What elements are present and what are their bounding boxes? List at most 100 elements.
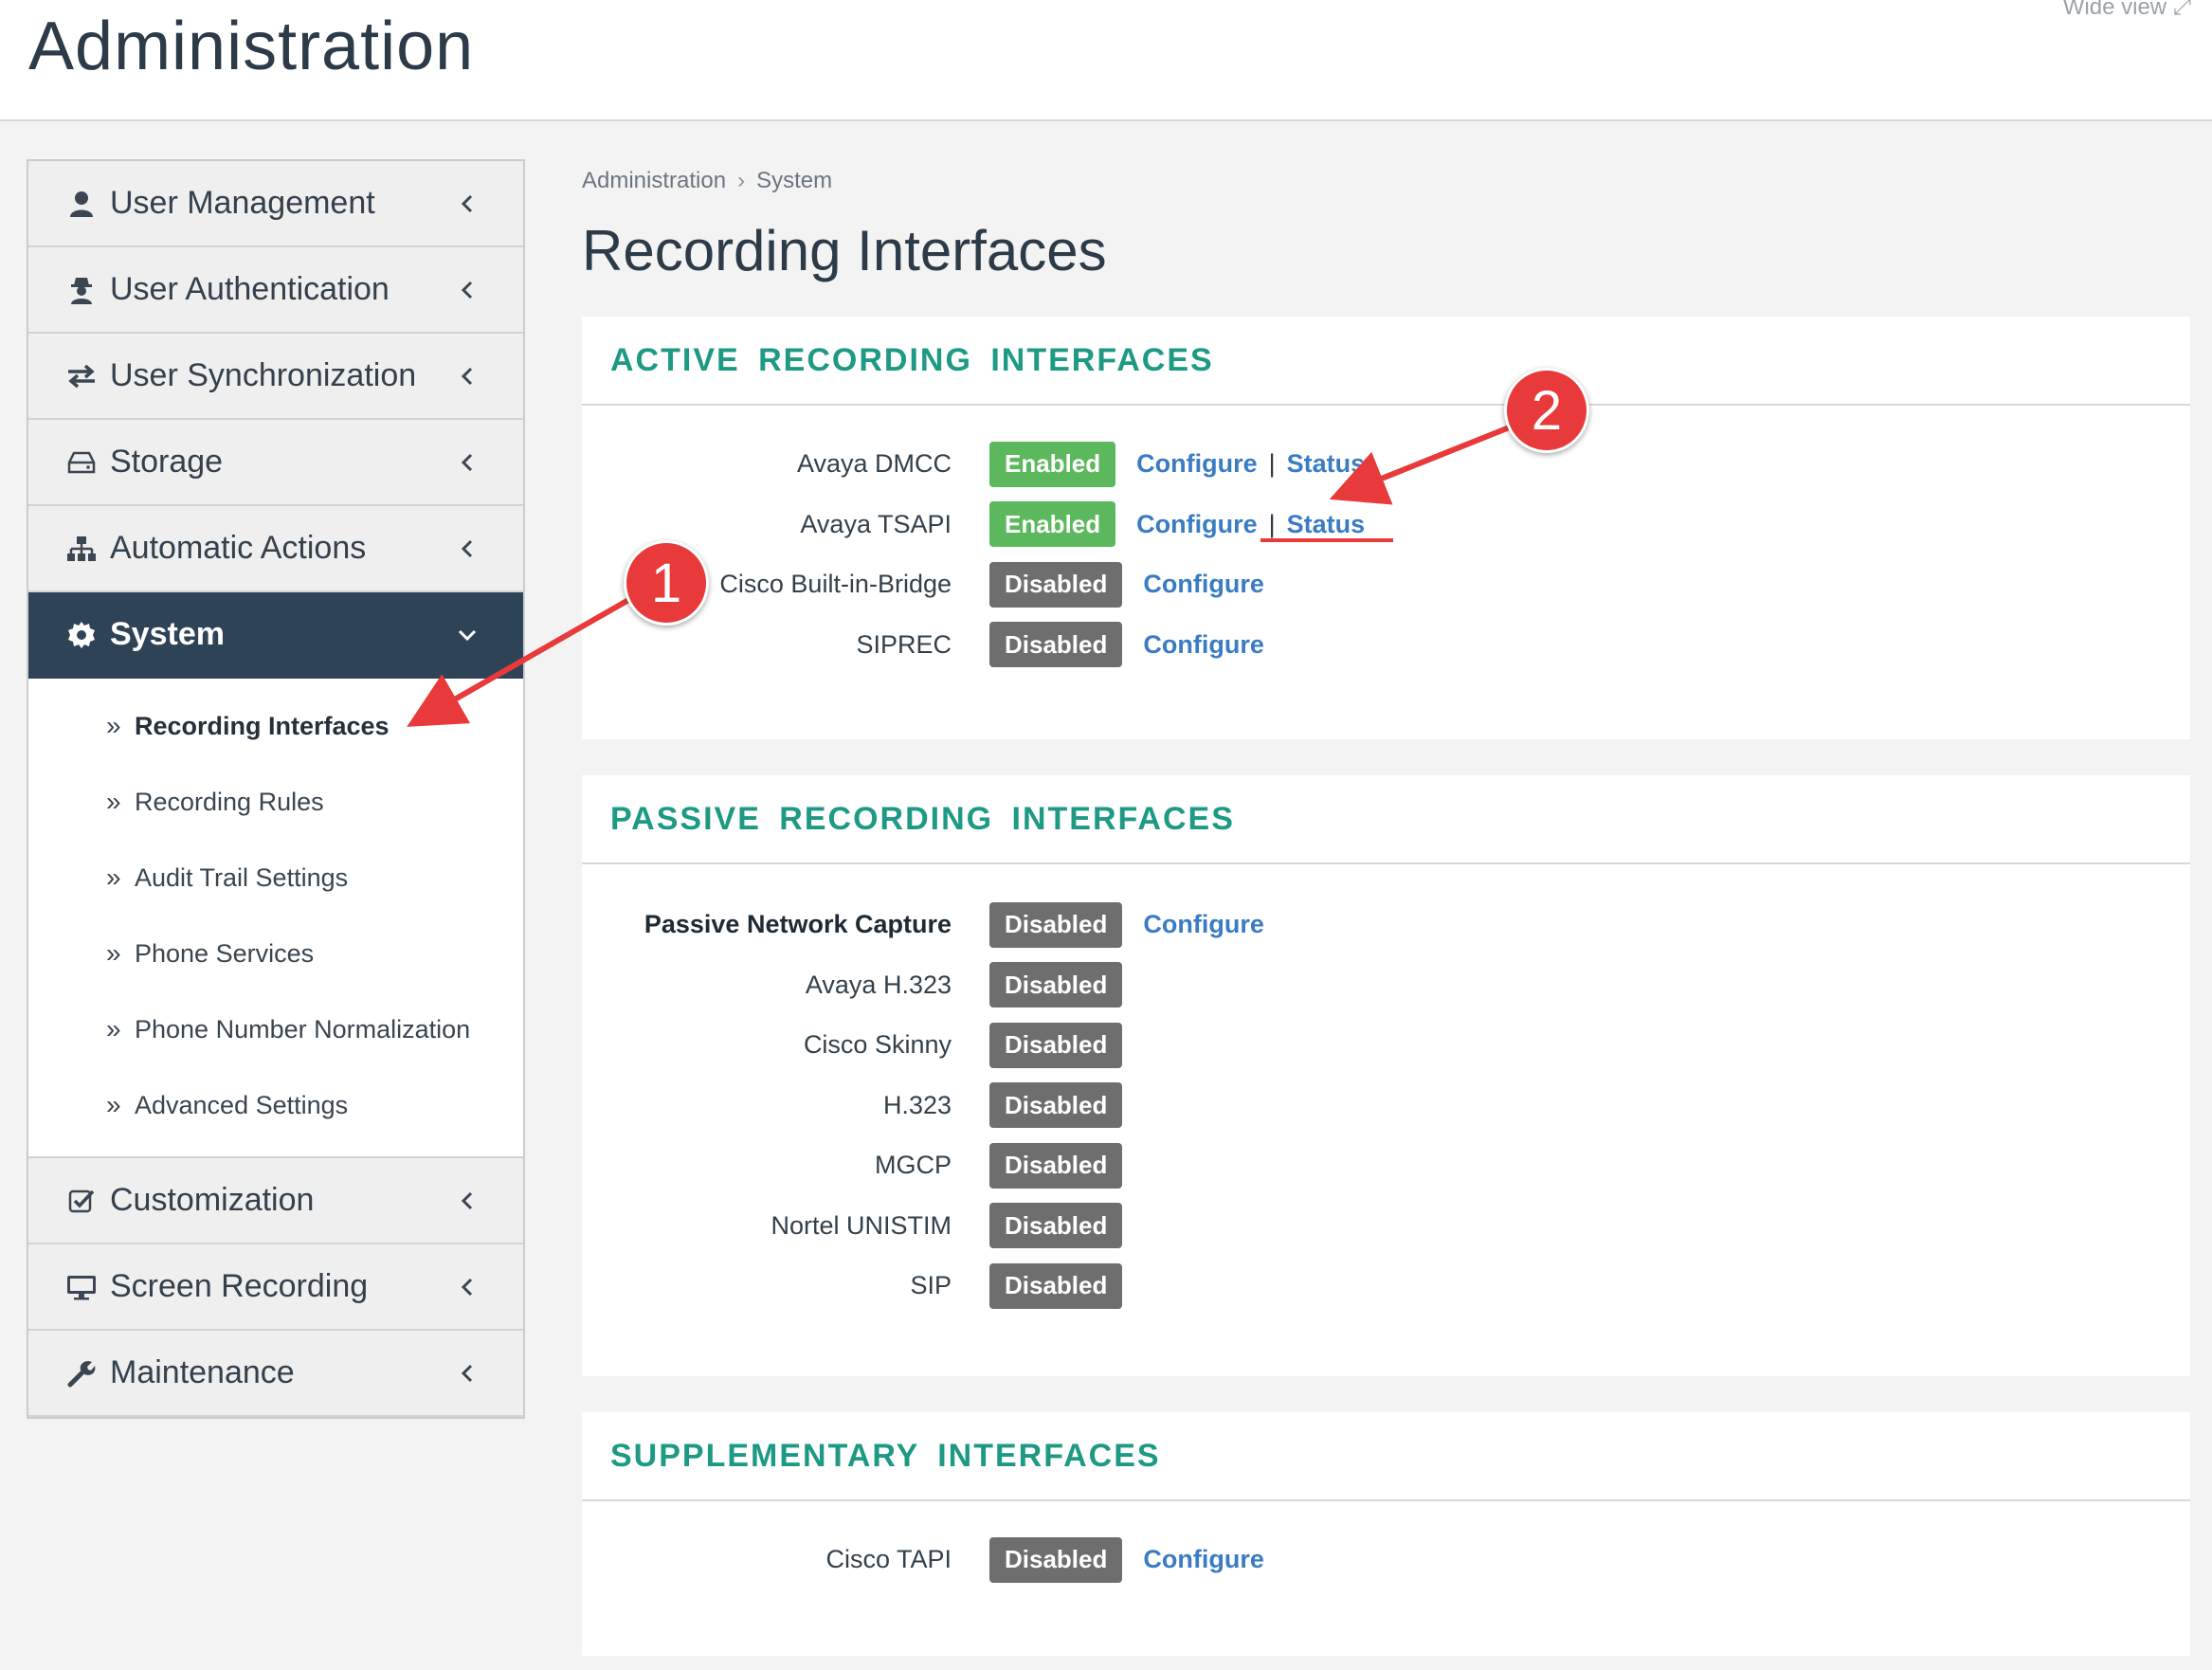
- subitem-label: Advanced Settings: [135, 1090, 349, 1119]
- panel-header: PASSIVE RECORDING INTERFACES: [582, 775, 2190, 864]
- subitem-label: Audit Trail Settings: [135, 862, 349, 892]
- subitem-recording-interfaces[interactable]: » Recording Interfaces: [28, 688, 523, 764]
- sidebar-item-label: Screen Recording: [110, 1268, 369, 1304]
- interface-name: SIPREC: [856, 629, 952, 659]
- chevron-left-icon: [451, 188, 483, 220]
- sidebar-item-storage[interactable]: Storage: [28, 420, 523, 506]
- interface-row: SIPREC Disabled Configure: [582, 615, 2190, 676]
- interface-name: Passive Network Capture: [644, 910, 952, 939]
- interface-row: Avaya TSAPI Enabled Configure | Status: [582, 495, 2190, 555]
- panel-body: Passive Network Capture Disabled Configu…: [582, 864, 2190, 1316]
- chevron-left-icon: [451, 533, 483, 565]
- monitor-icon: [63, 1274, 100, 1300]
- status-badge: Disabled: [989, 1022, 1123, 1068]
- status-badge: Disabled: [989, 901, 1123, 948]
- status-link[interactable]: Status: [1286, 449, 1366, 479]
- sidebar-item-label: User Management: [110, 185, 375, 221]
- status-badge: Enabled: [989, 441, 1116, 487]
- main-content: Administration › System Recording Interf…: [582, 159, 2190, 1656]
- double-chevron-right-icon: »: [106, 711, 121, 740]
- interface-row: Avaya H.323 Disabled: [582, 955, 2190, 1016]
- interface-row: Avaya DMCC Enabled Configure | Status: [582, 434, 2190, 495]
- expand-icon[interactable]: ⤢: [2172, 0, 2191, 20]
- panel-title: PASSIVE RECORDING INTERFACES: [610, 800, 1235, 837]
- sidebar-item-label: User Authentication: [110, 271, 390, 307]
- subitem-audit-trail-settings[interactable]: » Audit Trail Settings: [28, 840, 523, 916]
- sidebar-item-maintenance[interactable]: Maintenance: [28, 1331, 523, 1417]
- configure-link[interactable]: Configure: [1143, 910, 1264, 939]
- sidebar-item-user-authentication[interactable]: User Authentication: [28, 247, 523, 334]
- status-badge: Disabled: [989, 561, 1123, 608]
- sidebar-item-user-management[interactable]: User Management: [28, 161, 523, 247]
- sidebar-item-label: Automatic Actions: [110, 530, 367, 566]
- subitem-recording-rules[interactable]: » Recording Rules: [28, 764, 523, 840]
- panel-title: ACTIVE RECORDING INTERFACES: [610, 341, 1214, 378]
- sidebar-item-label: Maintenance: [110, 1354, 295, 1390]
- configure-link[interactable]: Configure: [1136, 449, 1258, 479]
- sitemap-icon: [63, 535, 100, 562]
- page-title: Recording Interfaces: [582, 219, 1107, 282]
- configure-link[interactable]: Configure: [1143, 629, 1264, 659]
- wide-view-label[interactable]: Wide view: [2062, 0, 2167, 20]
- interface-name: Cisco Skinny: [803, 1030, 952, 1060]
- status-link[interactable]: Status: [1286, 509, 1366, 538]
- app-title: Administration: [28, 9, 475, 84]
- configure-link[interactable]: Configure: [1143, 1545, 1264, 1574]
- subitem-label: Phone Services: [135, 938, 315, 968]
- subitem-label: Phone Number Normalization: [135, 1014, 471, 1044]
- supplementary-interfaces-panel: SUPPLEMENTARY INTERFACES Cisco TAPI Disa…: [582, 1412, 2190, 1656]
- chevron-left-icon: [451, 274, 483, 306]
- sidebar-item-label: Storage: [110, 444, 224, 480]
- breadcrumb-administration[interactable]: Administration: [582, 168, 727, 193]
- subitem-phone-services[interactable]: » Phone Services: [28, 916, 523, 991]
- chevron-left-icon: [451, 1271, 483, 1303]
- subitem-phone-number-normalization[interactable]: » Phone Number Normalization: [28, 991, 523, 1067]
- subitem-label: Recording Interfaces: [135, 711, 390, 740]
- double-chevron-right-icon: »: [106, 862, 121, 892]
- chevron-left-icon: [451, 360, 483, 392]
- sidebar-item-label: User Synchronization: [110, 357, 417, 393]
- breadcrumb: Administration › System: [582, 159, 2190, 203]
- user-secret-icon: [63, 276, 100, 304]
- interface-name: Avaya DMCC: [796, 449, 952, 479]
- subitem-advanced-settings[interactable]: » Advanced Settings: [28, 1067, 523, 1143]
- exchange-icon: [63, 364, 100, 388]
- sidebar-item-automatic-actions[interactable]: Automatic Actions: [28, 506, 523, 592]
- annotation-marker-2: 2: [1504, 368, 1589, 453]
- double-chevron-right-icon: »: [106, 1090, 121, 1119]
- status-badge: Disabled: [989, 1142, 1123, 1189]
- sidebar-item-customization[interactable]: Customization: [28, 1158, 523, 1244]
- status-badge: Disabled: [989, 1536, 1123, 1583]
- passive-interfaces-panel: PASSIVE RECORDING INTERFACES Passive Net…: [582, 775, 2190, 1376]
- panel-body: Avaya DMCC Enabled Configure | Status Av…: [582, 406, 2190, 675]
- top-bar: Administration Wide view ⤢: [0, 0, 2212, 121]
- sidebar-nav: User Management User Authentication User…: [27, 159, 525, 1419]
- interface-name: SIP: [910, 1271, 952, 1300]
- breadcrumb-system[interactable]: System: [756, 168, 833, 193]
- panel-header: SUPPLEMENTARY INTERFACES: [582, 1412, 2190, 1501]
- configure-link[interactable]: Configure: [1143, 570, 1264, 599]
- status-badge: Disabled: [989, 1082, 1123, 1129]
- sidebar-item-system[interactable]: System: [28, 592, 523, 679]
- double-chevron-right-icon: »: [106, 938, 121, 968]
- subitem-label: Recording Rules: [135, 787, 324, 816]
- link-separator: |: [1268, 449, 1276, 479]
- interface-row: Nortel UNISTIM Disabled: [582, 1196, 2190, 1257]
- configure-link[interactable]: Configure: [1136, 509, 1258, 538]
- user-icon: [63, 191, 100, 217]
- interface-name: Cisco TAPI: [825, 1545, 952, 1574]
- checkbox-icon: [63, 1188, 100, 1214]
- status-badge: Disabled: [989, 622, 1123, 668]
- sidebar-item-label: Customization: [110, 1182, 315, 1218]
- panel-title: SUPPLEMENTARY INTERFACES: [610, 1437, 1161, 1474]
- interface-row: SIP Disabled: [582, 1256, 2190, 1316]
- interface-row: Cisco Built-in-Bridge Disabled Configure: [582, 554, 2190, 615]
- interface-row: Cisco Skinny Disabled: [582, 1015, 2190, 1076]
- sidebar-item-screen-recording[interactable]: Screen Recording: [28, 1244, 523, 1331]
- wide-view-toggle[interactable]: Wide view ⤢: [2063, 0, 2191, 21]
- active-interfaces-panel: ACTIVE RECORDING INTERFACES Avaya DMCC E…: [582, 317, 2190, 739]
- sidebar-item-user-synchronization[interactable]: User Synchronization: [28, 334, 523, 420]
- interface-name: Avaya H.323: [805, 970, 952, 999]
- double-chevron-right-icon: »: [106, 787, 121, 816]
- system-submenu: » Recording Interfaces » Recording Rules…: [28, 679, 523, 1158]
